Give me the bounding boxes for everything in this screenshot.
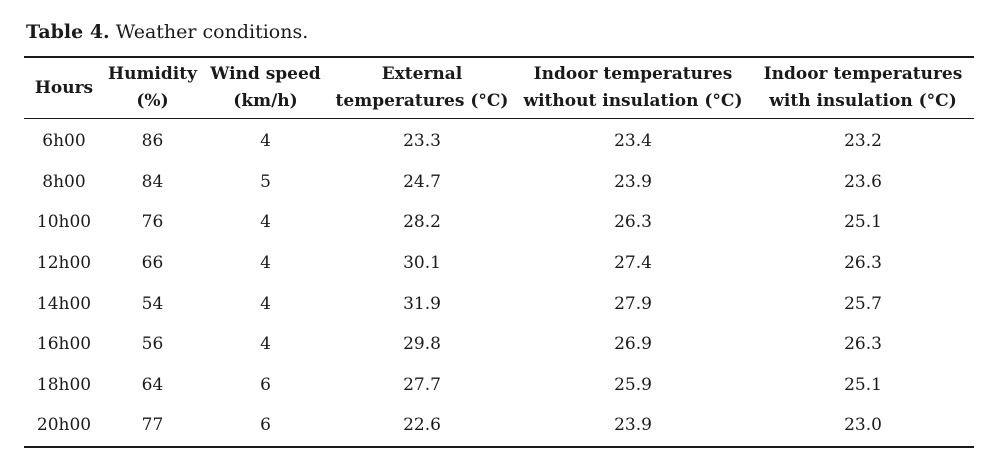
header-hours-text: Hours [34,77,94,98]
header-external-temp-line2: temperatures (°C) [335,91,509,111]
cell-indoor-without: 27.4 [614,253,652,274]
cell-external-temp: 31.9 [403,293,441,314]
table-body: 6h00 86 4 23.3 23.4 23.2 8h00 84 5 24.7 … [24,119,974,447]
cell-humidity: 84 [141,171,164,192]
cell-indoor-without: 23.9 [614,171,652,192]
header-humidity-line2: (%) [136,91,169,111]
cell-humidity: 77 [141,415,164,436]
header-wind-speed-line1: Wind speed [210,64,321,84]
table-header: Hours Humidity (%) Wind speed (km/h) Exter… [24,57,974,119]
table-row: 10h00 76 4 28.2 26.3 25.1 [24,202,974,243]
header-hours: Hours [24,57,104,119]
cell-wind-speed: 4 [260,253,271,274]
cell-indoor-with: 26.3 [844,253,882,274]
header-indoor-without-line1: Indoor temperatures [533,64,733,84]
cell-wind-speed: 4 [260,334,271,355]
table-row: 6h00 86 4 23.3 23.4 23.2 [24,119,974,162]
cell-indoor-with: 23.6 [844,171,882,192]
header-indoor-without-insulation: Indoor temperatures without insulation (°… [514,57,752,119]
cell-external-temp: 29.8 [403,334,441,355]
cell-indoor-with: 25.1 [844,212,882,233]
cell-external-temp: 30.1 [403,253,441,274]
table-row: 16h00 56 4 29.8 26.9 26.3 [24,324,974,365]
table-row: 14h00 54 4 31.9 27.9 25.7 [24,283,974,324]
cell-indoor-with: 25.1 [844,374,882,395]
header-indoor-with-line2: with insulation (°C) [769,91,957,111]
cell-indoor-with: 23.2 [844,131,882,152]
header-external-temp-line1: External [381,64,463,84]
table-caption: Table 4. Weather conditions. [26,20,308,44]
cell-humidity: 54 [141,293,164,314]
cell-indoor-without: 25.9 [614,374,652,395]
header-humidity-line1: Humidity [108,64,197,84]
cell-external-temp: 28.2 [403,212,441,233]
cell-hours: 8h00 [42,171,86,192]
cell-humidity: 86 [141,131,164,152]
cell-humidity: 66 [141,253,164,274]
cell-humidity: 56 [141,334,164,355]
cell-indoor-with: 25.7 [844,293,882,314]
cell-external-temp: 24.7 [403,171,441,192]
cell-external-temp: 27.7 [403,374,441,395]
header-wind-speed: Wind speed (km/h) [201,57,330,119]
table-row: 20h00 77 6 22.6 23.9 23.0 [24,405,974,447]
cell-hours: 12h00 [36,253,92,274]
header-row: Hours Humidity (%) Wind speed (km/h) Exter… [24,57,974,119]
cell-indoor-without: 26.9 [614,334,652,355]
header-wind-speed-line2: (km/h) [233,91,298,111]
cell-hours: 20h00 [36,415,92,436]
table-row: 12h00 66 4 30.1 27.4 26.3 [24,243,974,284]
cell-external-temp: 23.3 [403,131,441,152]
header-humidity: Humidity (%) [104,57,201,119]
cell-indoor-without: 23.4 [614,131,652,152]
table-row: 18h00 64 6 27.7 25.9 25.1 [24,365,974,406]
cell-wind-speed: 5 [260,171,271,192]
table-caption-text: Weather conditions. [109,21,309,43]
header-external-temp: External temperatures (°C) [330,57,514,119]
cell-external-temp: 22.6 [403,415,441,436]
cell-humidity: 64 [141,374,164,395]
cell-hours: 14h00 [36,293,92,314]
weather-conditions-table: Hours Humidity (%) Wind speed (km/h) Exter… [24,56,974,448]
header-indoor-without-line2: without insulation (°C) [523,91,743,111]
cell-wind-speed: 6 [260,374,271,395]
cell-indoor-without: 27.9 [614,293,652,314]
cell-hours: 16h00 [36,334,92,355]
cell-hours: 18h00 [36,374,92,395]
cell-indoor-with: 26.3 [844,334,882,355]
cell-indoor-with: 23.0 [844,415,882,436]
cell-wind-speed: 4 [260,131,271,152]
cell-wind-speed: 6 [260,415,271,436]
cell-humidity: 76 [141,212,164,233]
header-indoor-with-line1: Indoor temperatures [763,64,963,84]
cell-hours: 6h00 [42,131,86,152]
cell-wind-speed: 4 [260,293,271,314]
cell-hours: 10h00 [36,212,92,233]
cell-indoor-without: 23.9 [614,415,652,436]
table-caption-label: Table 4. [26,21,110,43]
cell-indoor-without: 26.3 [614,212,652,233]
header-indoor-with-insulation: Indoor temperatures with insulation (°C) [752,57,974,119]
table-row: 8h00 84 5 24.7 23.9 23.6 [24,162,974,203]
cell-wind-speed: 4 [260,212,271,233]
